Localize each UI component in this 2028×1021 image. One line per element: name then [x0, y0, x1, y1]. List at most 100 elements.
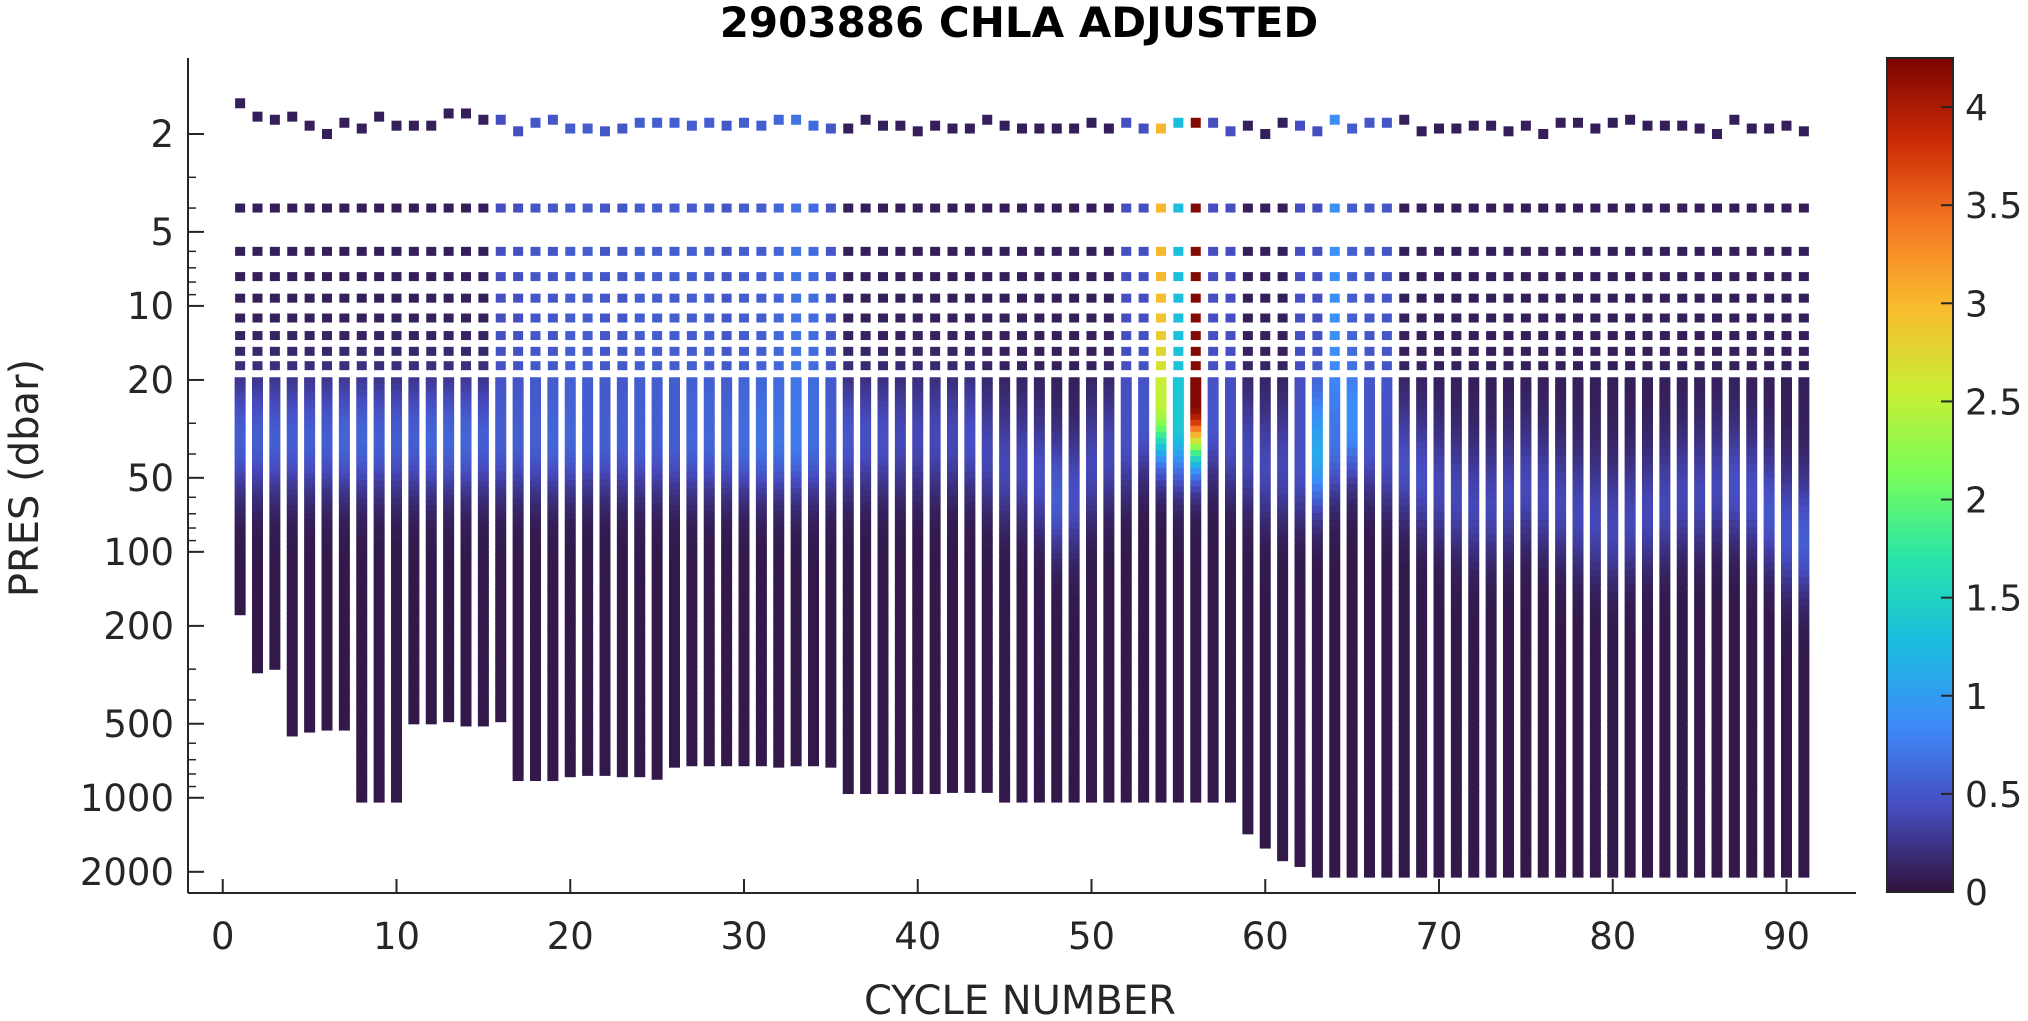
- discrete-sample: [252, 203, 263, 213]
- column-sample: [599, 638, 611, 646]
- column-sample: [391, 717, 402, 724]
- column-sample: [1120, 607, 1132, 615]
- column-sample: [825, 444, 837, 451]
- column-sample: [1277, 791, 1289, 800]
- discrete-sample: [1017, 331, 1027, 341]
- column-sample: [755, 649, 767, 656]
- discrete-sample: [252, 272, 263, 282]
- column-sample: [286, 638, 298, 645]
- column-sample: [651, 761, 663, 769]
- column-sample: [616, 417, 628, 424]
- column-sample: [947, 667, 958, 675]
- column-sample: [425, 510, 437, 517]
- column-sample: [286, 505, 298, 512]
- column-sample: [495, 505, 507, 511]
- column-sample: [1172, 401, 1184, 409]
- column-sample: [391, 528, 402, 536]
- column-sample: [1138, 462, 1150, 469]
- column-sample: [356, 698, 368, 706]
- column-sample: [929, 781, 941, 789]
- column-sample: [1294, 691, 1306, 700]
- column-sample: [669, 499, 680, 506]
- column-sample: [773, 399, 785, 406]
- column-sample: [582, 496, 594, 503]
- column-sample: [477, 686, 489, 692]
- column-sample: [721, 560, 733, 567]
- column-sample: [1033, 589, 1045, 597]
- column-sample: [790, 599, 802, 606]
- column-sample: [1242, 696, 1254, 704]
- surface-sample: [791, 114, 802, 125]
- column-sample: [790, 527, 802, 534]
- column-sample: [512, 682, 524, 689]
- column-sample: [964, 697, 976, 704]
- column-sample: [1120, 450, 1132, 457]
- column-sample: [269, 510, 281, 516]
- column-sample: [1259, 552, 1271, 560]
- column-sample: [651, 560, 663, 568]
- column-sample: [564, 497, 576, 504]
- column-sample: [356, 462, 368, 469]
- discrete-sample: [1295, 272, 1305, 282]
- column-sample: [616, 765, 628, 772]
- column-sample: [616, 536, 628, 544]
- column-sample: [512, 532, 524, 540]
- column-sample: [721, 576, 733, 584]
- column-sample: [981, 525, 993, 533]
- column-sample: [1190, 389, 1202, 397]
- discrete-sample: [895, 313, 906, 323]
- column-sample: [252, 592, 263, 598]
- column-sample: [825, 449, 837, 456]
- column-sample: [1277, 605, 1289, 613]
- column-sample: [1138, 528, 1150, 536]
- column-sample: [1155, 656, 1167, 664]
- column-sample: [1016, 431, 1028, 439]
- column-sample: [1207, 626, 1219, 633]
- column-sample: [1068, 450, 1080, 457]
- column-sample: [599, 616, 611, 623]
- column-sample: [443, 451, 455, 457]
- column-sample: [408, 451, 420, 458]
- column-sample: [582, 411, 594, 418]
- column-sample: [1138, 626, 1150, 633]
- column-sample: [1225, 747, 1236, 755]
- column-sample: [703, 682, 715, 689]
- column-sample: [825, 677, 837, 685]
- column-sample: [408, 684, 420, 690]
- column-sample: [512, 624, 524, 632]
- column-sample: [1259, 478, 1271, 486]
- column-sample: [808, 515, 819, 523]
- column-sample: [286, 428, 298, 435]
- column-sample: [564, 748, 576, 755]
- column-sample: [460, 486, 472, 493]
- column-sample: [391, 462, 402, 469]
- column-sample: [425, 486, 437, 492]
- column-sample: [582, 576, 594, 583]
- column-sample: [929, 644, 941, 652]
- column-sample: [460, 705, 472, 712]
- column-sample: [1207, 765, 1219, 773]
- column-sample: [651, 503, 663, 510]
- discrete-sample: [322, 246, 332, 256]
- column-sample: [947, 655, 958, 663]
- column-sample: [1120, 589, 1132, 597]
- column-sample: [1120, 443, 1132, 451]
- discrete-sample: [1156, 346, 1166, 356]
- column-sample: [512, 388, 524, 396]
- column-sample: [338, 407, 350, 414]
- column-sample: [981, 697, 993, 704]
- column-sample: [1068, 771, 1080, 779]
- column-sample: [669, 605, 680, 612]
- column-sample: [808, 438, 819, 445]
- discrete-sample: [1138, 203, 1149, 213]
- column-sample: [460, 691, 472, 697]
- column-sample: [252, 419, 263, 425]
- column-sample: [738, 649, 750, 656]
- column-sample: [269, 519, 281, 524]
- column-sample: [356, 431, 368, 439]
- discrete-sample: [1312, 246, 1323, 256]
- column-sample: [1138, 577, 1150, 585]
- column-sample: [460, 636, 472, 642]
- column-sample: [408, 624, 420, 631]
- column-sample: [808, 615, 819, 622]
